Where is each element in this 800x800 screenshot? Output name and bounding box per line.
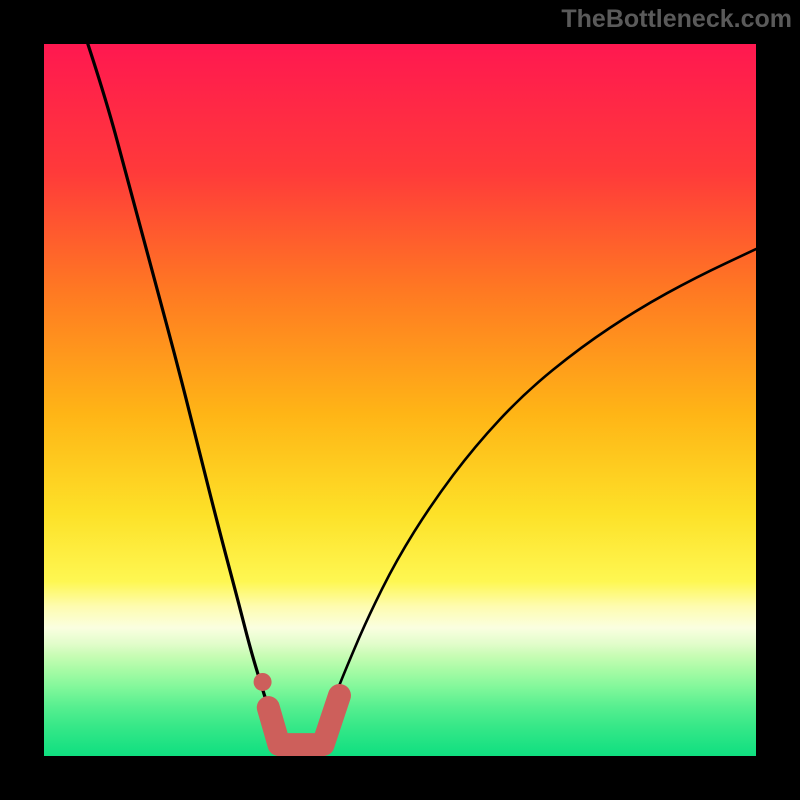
watermark-text: TheBottleneck.com [561, 5, 792, 34]
overlay-dot [254, 673, 272, 691]
plot-area [44, 44, 756, 756]
chart-container: TheBottleneck.com [0, 0, 800, 800]
chart-svg [0, 0, 800, 800]
